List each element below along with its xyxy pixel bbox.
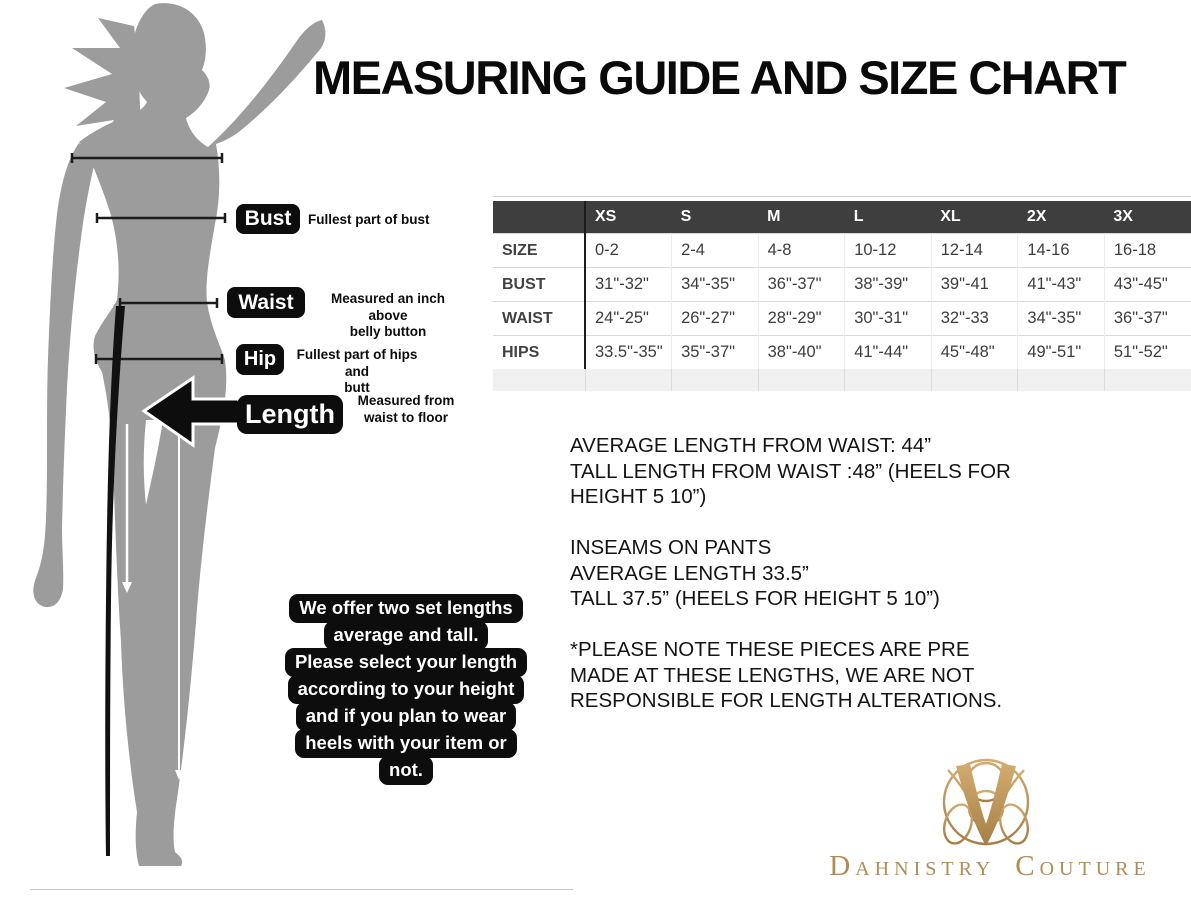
size-chart-table: XS S M L XL 2X 3X SIZE 0-2 2-4 4-8 10-12… xyxy=(493,201,1191,391)
table-cell: 38"-40" xyxy=(757,335,845,369)
table-cell: 32"-33 xyxy=(930,301,1018,336)
table-cell: 34"-35" xyxy=(671,267,759,302)
bubble-line: and if you plan to wear xyxy=(295,702,517,731)
lengths-info-bubble: We offer two set lengths average and tal… xyxy=(283,594,529,785)
hip-desc: Fullest part of hips and butt xyxy=(296,347,418,395)
table-cell: 39"-41 xyxy=(930,267,1018,302)
bottom-divider-rule xyxy=(30,889,573,890)
length-notes: AVERAGE LENGTH FROM WAIST: 44” TALL LENG… xyxy=(570,433,1060,714)
bubble-line: not. xyxy=(379,756,433,785)
waist-label: Waist xyxy=(227,287,305,318)
table-cell: 43"-45" xyxy=(1103,267,1191,302)
note-line: AVERAGE LENGTH 33.5” xyxy=(570,561,809,585)
table-cell: 36"-37" xyxy=(757,267,845,302)
row-label: WAIST xyxy=(493,301,586,336)
length-label: Length xyxy=(237,395,343,434)
table-cell: 30"-31" xyxy=(844,301,932,336)
table-cell: 16-18 xyxy=(1103,233,1191,268)
table-cell: 41"-43" xyxy=(1017,267,1105,302)
hip-label: Hip xyxy=(236,344,284,375)
table-cell: 12-14 xyxy=(930,233,1018,268)
bubble-line: Please select your length xyxy=(284,648,528,677)
table-header-row: XS S M L XL 2X 3X xyxy=(493,201,1191,234)
header-cell-xs: XS xyxy=(585,201,672,234)
size-chart: XS S M L XL 2X 3X SIZE 0-2 2-4 4-8 10-12… xyxy=(493,196,1191,391)
white-down-line xyxy=(175,430,183,780)
brand-monogram-icon xyxy=(942,758,1030,846)
table-row-bust: BUST 31"-32" 34"-35" 36"-37" 38"-39" 39"… xyxy=(493,267,1191,302)
header-cell-m: M xyxy=(758,201,845,234)
note-line: TALL 37.5” (HEELS FOR HEIGHT 5 10”) xyxy=(570,587,940,610)
bust-desc: Fullest part of bust xyxy=(308,212,430,227)
brand-wordmark: DAHNISTRY COUTURE xyxy=(810,850,1170,883)
female-silhouette-figure xyxy=(33,3,326,867)
table-cell: 31"-32" xyxy=(585,267,672,302)
table-cell: 45"-48" xyxy=(930,335,1018,369)
length-desc: Measured from waist to floor xyxy=(357,393,455,425)
table-top-rule xyxy=(493,196,1191,201)
table-cell: 24"-25" xyxy=(585,301,672,336)
note-line xyxy=(570,612,1060,638)
header-cell-3x: 3X xyxy=(1104,201,1191,234)
table-cell: 41"-44" xyxy=(844,335,932,369)
bust-measure-line xyxy=(95,213,227,223)
header-cell-blank xyxy=(493,201,586,234)
table-cell: 38"-39" xyxy=(844,267,932,302)
bust-label: Bust xyxy=(236,204,300,234)
table-cell: 4-8 xyxy=(757,233,845,268)
table-row-size: SIZE 0-2 2-4 4-8 10-12 12-14 14-16 16-18 xyxy=(493,233,1191,268)
table-footer-band xyxy=(493,369,1191,391)
brand-letter: D xyxy=(829,850,856,882)
bubble-line: heels with your item or xyxy=(295,729,517,758)
note-line: INSEAMS ON PANTS xyxy=(570,536,772,559)
leg-gap xyxy=(143,420,163,505)
note-line: TALL LENGTH FROM WAIST :48” (HEELS FOR xyxy=(570,459,1011,483)
header-cell-2x: 2X xyxy=(1017,201,1105,234)
header-cell-s: S xyxy=(671,201,759,234)
table-cell: 2-4 xyxy=(671,233,759,268)
table-cell: 49"-51" xyxy=(1017,335,1105,369)
table-cell: 10-12 xyxy=(844,233,932,268)
row-label: HIPS xyxy=(493,335,586,369)
chest-measure-line xyxy=(70,153,224,163)
note-line xyxy=(570,510,1060,536)
table-cell: 26"-27" xyxy=(671,301,759,336)
white-down-arrow xyxy=(122,424,132,593)
bubble-line: average and tall. xyxy=(323,621,489,650)
bubble-line: according to your height xyxy=(287,675,525,704)
waist-desc: Measured an inch above belly button xyxy=(330,291,446,339)
table-cell: 51"-52" xyxy=(1103,335,1191,369)
header-cell-xl: XL xyxy=(931,201,1018,234)
note-line: RESPONSIBLE FOR LENGTH ALTERATIONS. xyxy=(570,689,1003,712)
header-cell-l: L xyxy=(844,201,932,234)
table-cell: 34"-35" xyxy=(1017,301,1105,336)
table-cell: 36"-37" xyxy=(1103,301,1191,336)
hanging-arm-shape xyxy=(33,143,97,608)
length-line xyxy=(105,306,125,856)
note-line: MADE AT THESE LENGTHS, WE ARE NOT xyxy=(570,663,975,687)
brand-letter: C xyxy=(1015,850,1040,882)
table-cell: 35"-37" xyxy=(671,335,759,369)
row-label: BUST xyxy=(493,267,586,302)
bubble-line: We offer two set lengths xyxy=(289,594,523,623)
brand-letters: AHNISTRY xyxy=(855,858,996,880)
page-title: MEASURING GUIDE AND SIZE CHART xyxy=(313,51,1127,104)
table-cell: 0-2 xyxy=(585,233,672,268)
row-label: SIZE xyxy=(493,233,586,268)
brand-letters: OUTURE xyxy=(1039,858,1151,880)
note-line: HEIGHT 5 10”) xyxy=(570,485,707,508)
note-line: AVERAGE LENGTH FROM WAIST: 44” xyxy=(570,434,932,457)
note-line: *PLEASE NOTE THESE PIECES ARE PRE xyxy=(570,638,970,661)
table-row-hips: HIPS 33.5"-35" 35"-37" 38"-40" 41"-44" 4… xyxy=(493,335,1191,369)
table-cell: 33.5"-35" xyxy=(585,335,672,369)
table-cell: 14-16 xyxy=(1017,233,1105,268)
table-cell: 28"-29" xyxy=(757,301,845,336)
table-row-waist: WAIST 24"-25" 26"-27" 28"-29" 30"-31" 32… xyxy=(493,301,1191,336)
